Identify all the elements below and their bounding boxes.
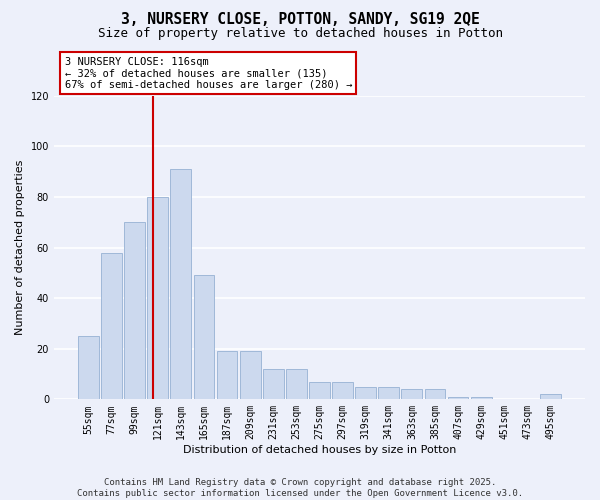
Text: Size of property relative to detached houses in Potton: Size of property relative to detached ho… (97, 28, 503, 40)
Text: Contains HM Land Registry data © Crown copyright and database right 2025.
Contai: Contains HM Land Registry data © Crown c… (77, 478, 523, 498)
Bar (217, 352, 238, 400)
Bar (194, 276, 214, 400)
Bar (401, 389, 422, 400)
Bar (124, 222, 145, 400)
X-axis label: Distribution of detached houses by size in Potton: Distribution of detached houses by size … (183, 445, 456, 455)
Bar (101, 252, 122, 400)
Bar (471, 397, 491, 400)
Bar (540, 394, 561, 400)
Bar (425, 389, 445, 400)
Bar (332, 382, 353, 400)
Bar (148, 197, 168, 400)
Text: 3 NURSERY CLOSE: 116sqm
← 32% of detached houses are smaller (135)
67% of semi-d: 3 NURSERY CLOSE: 116sqm ← 32% of detache… (65, 56, 352, 90)
Y-axis label: Number of detached properties: Number of detached properties (15, 160, 25, 336)
Bar (240, 352, 260, 400)
Bar (448, 397, 469, 400)
Bar (355, 386, 376, 400)
Bar (309, 382, 330, 400)
Text: 3, NURSERY CLOSE, POTTON, SANDY, SG19 2QE: 3, NURSERY CLOSE, POTTON, SANDY, SG19 2Q… (121, 12, 479, 28)
Bar (379, 386, 399, 400)
Bar (263, 369, 284, 400)
Bar (286, 369, 307, 400)
Bar (78, 336, 99, 400)
Bar (170, 169, 191, 400)
